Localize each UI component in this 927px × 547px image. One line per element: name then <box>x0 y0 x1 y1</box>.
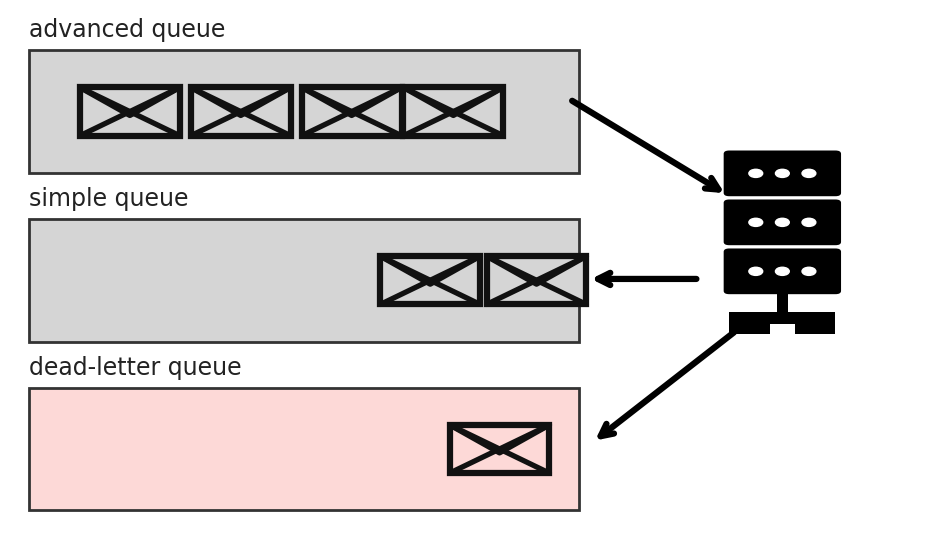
Bar <box>29 219 579 341</box>
Bar <box>191 88 291 136</box>
FancyBboxPatch shape <box>724 200 841 245</box>
FancyBboxPatch shape <box>724 150 841 196</box>
Circle shape <box>776 169 789 177</box>
Bar <box>730 312 835 324</box>
Bar <box>450 425 550 473</box>
Circle shape <box>802 169 816 177</box>
Bar <box>80 88 180 136</box>
Bar <box>777 291 788 312</box>
Bar <box>487 256 587 304</box>
Circle shape <box>749 169 763 177</box>
Text: advanced queue: advanced queue <box>29 18 225 42</box>
Bar <box>403 88 503 136</box>
Bar <box>302 88 401 136</box>
Circle shape <box>749 218 763 226</box>
Circle shape <box>776 218 789 226</box>
Circle shape <box>776 267 789 275</box>
Bar <box>730 324 770 334</box>
Bar <box>380 256 480 304</box>
Bar <box>29 50 579 173</box>
Bar <box>794 324 835 334</box>
Text: dead-letter queue: dead-letter queue <box>29 356 242 380</box>
Circle shape <box>802 267 816 275</box>
FancyBboxPatch shape <box>724 248 841 294</box>
Bar <box>29 388 579 510</box>
Circle shape <box>802 218 816 226</box>
Circle shape <box>749 267 763 275</box>
Text: simple queue: simple queue <box>29 187 188 211</box>
